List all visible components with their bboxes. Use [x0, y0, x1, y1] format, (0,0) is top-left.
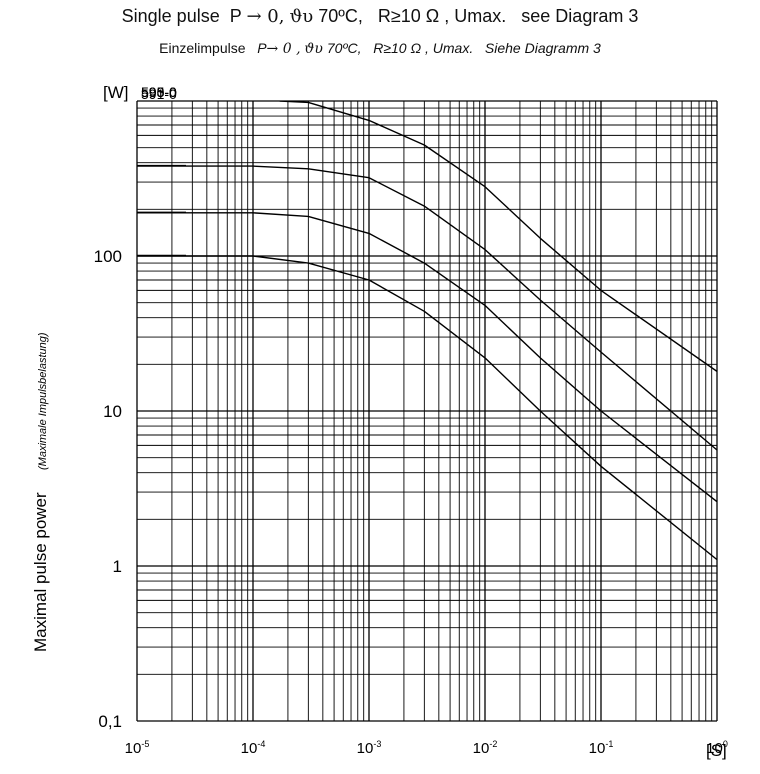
chart-subtitle: Einzelimpulse P→ 0 , ϑυ 70ºC, R≥10 Ω , U… — [0, 40, 760, 57]
chart-title: Single pulse P → 0, ϑυ 70ºC, R≥10 Ω , Um… — [0, 6, 760, 27]
title-arrow: → 0, — [246, 6, 285, 27]
curve-593-0 — [137, 212, 717, 503]
subtitle-temp: 70ºC, — [326, 40, 362, 56]
y-tick-label: 100 — [94, 247, 122, 266]
x-tick-label: 10-4 — [241, 739, 266, 757]
curve-label-595-0: 595-0 — [141, 84, 177, 100]
title-resistance: R≥10 Ω , Umax. — [377, 6, 507, 26]
title-temp: 70ºC, — [318, 6, 363, 26]
subtitle-theta: ϑυ — [304, 41, 323, 57]
curve-label-591-0: 591-0 — [141, 86, 177, 102]
subtitle-p: P — [257, 40, 267, 56]
y-axis-sublabel: (Maximale Impulsbelastung) — [37, 332, 49, 470]
curve-label-593-0: 593-0 — [141, 84, 177, 100]
curve-595-0 — [137, 255, 717, 561]
title-p: P — [229, 6, 242, 26]
curve-590-0 — [137, 165, 717, 452]
chart-curves — [137, 101, 717, 561]
curve-label-590-0: 590-0 — [141, 84, 177, 100]
y-tick-label: 10 — [103, 402, 122, 421]
tick-labels: 10-5 10-4 10-3 10-2 10-1 100 100 10 1 0,1 — [94, 247, 728, 757]
title-see-diagram: see Diagram 3 — [521, 6, 639, 26]
x-tick-label: 10-1 — [589, 739, 614, 757]
chart-grid — [136, 100, 718, 722]
y-tick-label: 1 — [113, 557, 122, 576]
y-axis-title: Maximal pulse power (Maximale Impulsbela… — [31, 332, 50, 652]
subtitle-arrow: → 0 , — [266, 41, 301, 57]
x-unit-label: [S] — [706, 741, 727, 760]
y-tick-label: 0,1 — [98, 712, 122, 731]
subtitle-resistance: R≥10 Ω , Umax. — [373, 40, 474, 56]
curve-591-0 — [279, 101, 717, 373]
subtitle-lead: Einzelimpulse — [159, 40, 246, 56]
y-unit-label: [W] — [103, 83, 129, 102]
subtitle-see-diagram: Siehe Diagramm 3 — [484, 40, 601, 56]
y-axis-label: Maximal pulse power — [31, 492, 50, 652]
x-tick-label: 100 — [706, 739, 728, 757]
title-theta: ϑυ — [289, 6, 314, 27]
title-lead: Single pulse — [121, 6, 220, 26]
x-tick-label: 10-5 — [125, 739, 150, 757]
x-tick-label: 10-2 — [473, 739, 498, 757]
x-tick-label: 10-3 — [357, 739, 382, 757]
